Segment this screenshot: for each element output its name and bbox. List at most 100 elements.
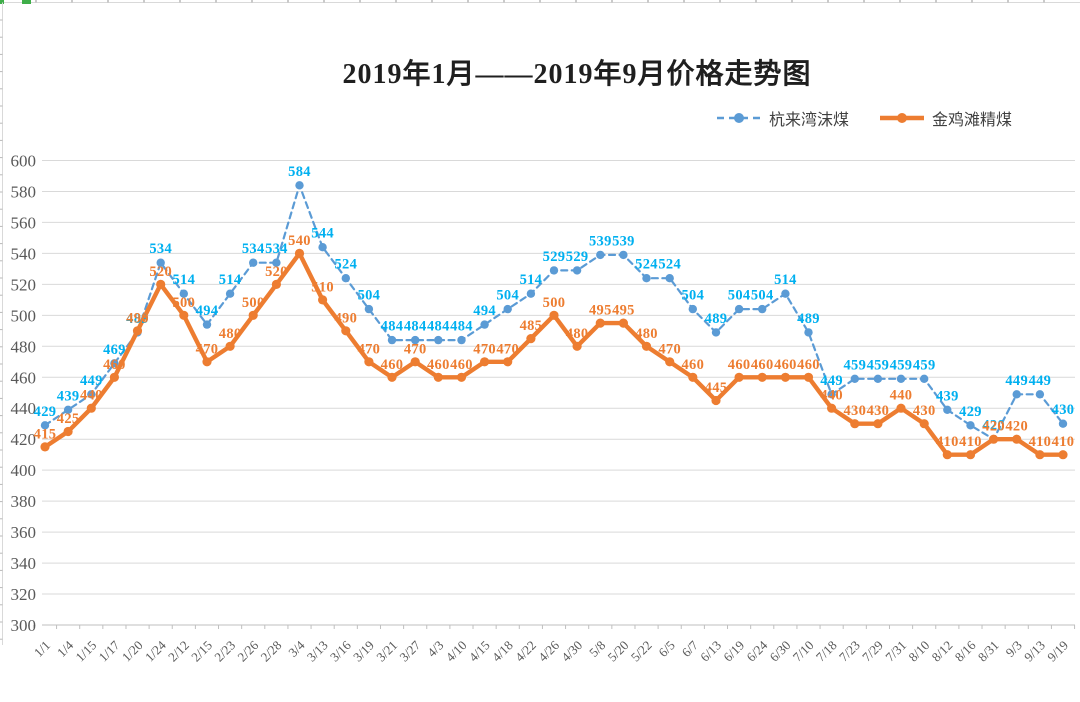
- series-marker[interactable]: [341, 274, 350, 283]
- series-marker[interactable]: [179, 289, 188, 298]
- series-marker[interactable]: [433, 372, 443, 382]
- series-marker[interactable]: [480, 320, 489, 329]
- series-marker[interactable]: [318, 295, 328, 305]
- series-marker[interactable]: [1012, 390, 1021, 399]
- series-line-金鸡滩精煤[interactable]: [40, 248, 1068, 460]
- series-marker[interactable]: [549, 310, 559, 320]
- series-marker[interactable]: [295, 181, 304, 190]
- series-marker[interactable]: [572, 266, 582, 275]
- series-marker[interactable]: [873, 374, 883, 383]
- series-marker[interactable]: [665, 357, 675, 367]
- series-marker[interactable]: [734, 304, 744, 314]
- legend-item-jinjitan[interactable]: 金鸡滩精煤: [879, 106, 1012, 130]
- series-marker[interactable]: [572, 341, 582, 351]
- series-marker[interactable]: [248, 310, 258, 320]
- series-marker[interactable]: [63, 426, 73, 437]
- series-marker[interactable]: [364, 357, 374, 367]
- series-marker[interactable]: [711, 328, 721, 337]
- x-tick-label: 1/17: [96, 637, 123, 664]
- series-marker[interactable]: [503, 357, 513, 367]
- series-marker[interactable]: [549, 266, 559, 275]
- series-marker[interactable]: [757, 372, 767, 382]
- series-marker[interactable]: [410, 357, 420, 367]
- series-marker[interactable]: [294, 248, 305, 258]
- series-marker[interactable]: [942, 450, 952, 460]
- series-marker[interactable]: [1012, 434, 1022, 444]
- series-marker[interactable]: [618, 318, 629, 328]
- series-marker[interactable]: [989, 434, 999, 444]
- series-marker[interactable]: [919, 419, 929, 429]
- series-marker[interactable]: [827, 390, 836, 399]
- series-marker[interactable]: [179, 310, 189, 320]
- series-marker[interactable]: [711, 395, 721, 406]
- series-marker[interactable]: [411, 335, 420, 345]
- series-marker[interactable]: [642, 274, 651, 283]
- series-marker[interactable]: [595, 318, 605, 328]
- series-marker[interactable]: [364, 304, 374, 314]
- series-marker[interactable]: [156, 258, 165, 267]
- series-marker[interactable]: [86, 403, 96, 413]
- series-marker[interactable]: [318, 243, 327, 252]
- series-marker[interactable]: [781, 289, 790, 298]
- series-marker[interactable]: [873, 419, 883, 429]
- series-marker[interactable]: [202, 357, 212, 367]
- series-marker[interactable]: [641, 341, 652, 351]
- series-marker[interactable]: [688, 372, 698, 382]
- series-marker[interactable]: [434, 335, 443, 345]
- series-marker[interactable]: [457, 335, 466, 345]
- series-marker[interactable]: [156, 279, 166, 289]
- series-marker[interactable]: [804, 328, 813, 337]
- series-marker[interactable]: [387, 372, 397, 382]
- series-marker[interactable]: [110, 359, 119, 368]
- series-marker[interactable]: [526, 334, 536, 344]
- series-marker[interactable]: [850, 374, 859, 383]
- series-marker[interactable]: [734, 372, 744, 382]
- series-marker[interactable]: [596, 250, 605, 260]
- series-marker[interactable]: [780, 372, 791, 382]
- series-marker[interactable]: [480, 357, 490, 367]
- legend-item-hanglaiwan[interactable]: 杭来湾沫煤: [716, 106, 849, 130]
- series-marker[interactable]: [63, 405, 73, 414]
- series-marker[interactable]: [456, 372, 467, 382]
- series-marker[interactable]: [526, 289, 536, 298]
- series-marker[interactable]: [249, 258, 258, 267]
- series-marker[interactable]: [688, 304, 697, 314]
- data-label: 534: [149, 241, 172, 257]
- series-marker[interactable]: [803, 372, 814, 382]
- series-marker[interactable]: [225, 289, 235, 298]
- series-marker[interactable]: [132, 326, 143, 336]
- y-tick-label: 540: [11, 244, 37, 263]
- series-marker[interactable]: [850, 419, 860, 429]
- series-marker[interactable]: [1035, 450, 1045, 460]
- series-marker[interactable]: [920, 374, 929, 383]
- series-marker[interactable]: [827, 403, 837, 413]
- series-marker[interactable]: [896, 374, 906, 383]
- series-marker[interactable]: [202, 320, 212, 329]
- series-marker[interactable]: [40, 421, 50, 430]
- series-marker[interactable]: [341, 326, 351, 336]
- data-label: 524: [334, 257, 357, 273]
- series-marker[interactable]: [271, 279, 281, 289]
- series-marker[interactable]: [665, 274, 674, 283]
- series-marker[interactable]: [87, 390, 96, 399]
- series-marker[interactable]: [272, 258, 281, 267]
- x-tick-label: 7/29: [859, 638, 886, 665]
- series-marker[interactable]: [1058, 450, 1068, 460]
- series-marker[interactable]: [758, 304, 767, 314]
- series-marker[interactable]: [40, 442, 50, 452]
- series-marker[interactable]: [1058, 419, 1068, 428]
- series-marker[interactable]: [225, 341, 235, 351]
- y-tick-label: 600: [11, 152, 37, 171]
- series-marker[interactable]: [943, 405, 952, 414]
- series-marker[interactable]: [966, 421, 975, 430]
- legend-label: 杭来湾沫煤: [768, 112, 849, 129]
- y-tick-label: 580: [11, 182, 37, 201]
- series-marker[interactable]: [619, 250, 628, 260]
- series-marker[interactable]: [503, 304, 512, 314]
- series-marker[interactable]: [109, 372, 119, 382]
- series-marker[interactable]: [1035, 390, 1045, 399]
- series-marker[interactable]: [387, 335, 397, 345]
- x-tick-label: 7/10: [790, 638, 817, 665]
- series-marker[interactable]: [896, 403, 906, 413]
- series-marker[interactable]: [965, 450, 976, 460]
